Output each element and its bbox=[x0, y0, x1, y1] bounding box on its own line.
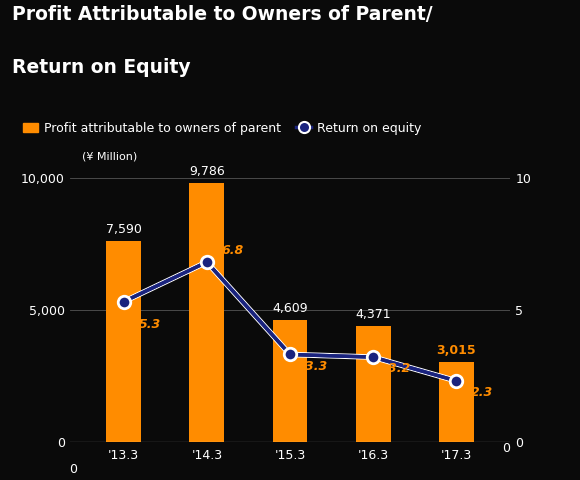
Text: (¥ Million): (¥ Million) bbox=[82, 152, 137, 162]
Text: 2.3: 2.3 bbox=[472, 386, 494, 399]
Text: Profit Attributable to Owners of Parent/: Profit Attributable to Owners of Parent/ bbox=[12, 5, 432, 24]
Text: Return on Equity: Return on Equity bbox=[12, 58, 190, 77]
Bar bbox=[439, 362, 474, 442]
Bar bbox=[356, 326, 391, 442]
Text: 7,590: 7,590 bbox=[106, 223, 142, 236]
Text: 5.3: 5.3 bbox=[139, 318, 161, 331]
Text: 9,786: 9,786 bbox=[189, 165, 224, 178]
Legend: Profit attributable to owners of parent, Return on equity: Profit attributable to owners of parent,… bbox=[18, 117, 427, 140]
Text: 0: 0 bbox=[502, 442, 510, 455]
Text: 3.2: 3.2 bbox=[388, 362, 411, 375]
Text: 6.8: 6.8 bbox=[222, 244, 244, 257]
Bar bbox=[273, 320, 307, 442]
Bar bbox=[106, 241, 141, 442]
Text: 3.3: 3.3 bbox=[305, 360, 327, 373]
Bar bbox=[189, 183, 224, 442]
Text: 3,015: 3,015 bbox=[437, 344, 476, 357]
Text: 4,609: 4,609 bbox=[272, 301, 308, 315]
Text: 4,371: 4,371 bbox=[356, 308, 391, 321]
Text: 0: 0 bbox=[70, 463, 78, 476]
